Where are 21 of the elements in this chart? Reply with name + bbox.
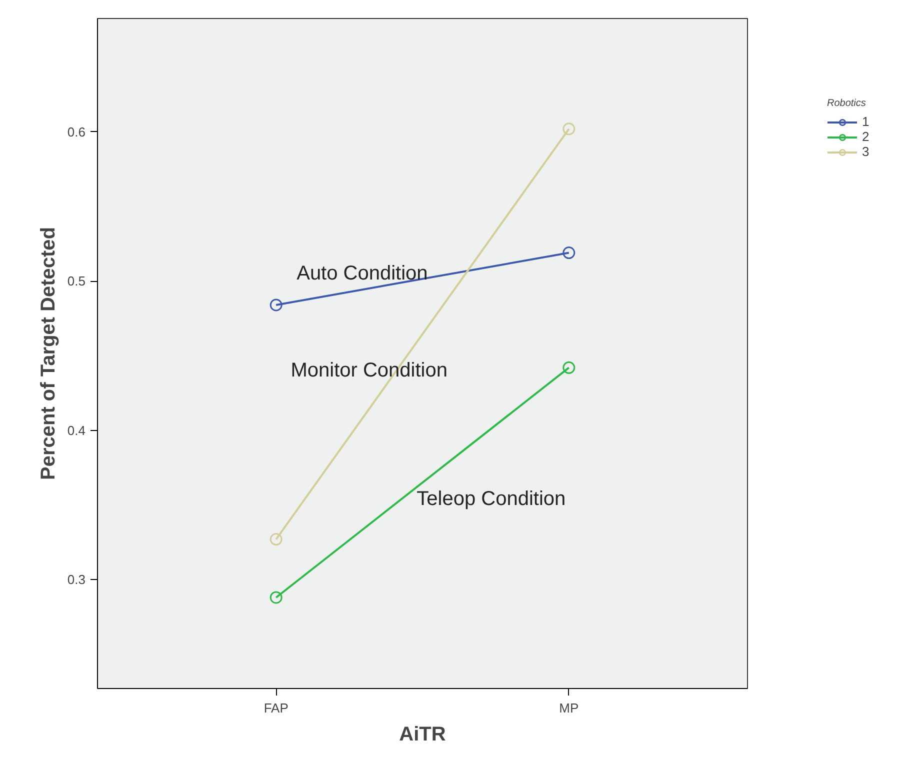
point <box>562 246 576 260</box>
legend-title: Robotics <box>827 98 867 109</box>
legend-label: 3 <box>862 144 870 159</box>
y-tick-label: 0.4 <box>67 422 86 438</box>
x-tick-label: MP <box>559 700 579 716</box>
x-tick-label: FAP <box>264 700 288 716</box>
x-axis-title: AiTR <box>399 724 446 746</box>
y-tick-label: 0.6 <box>67 124 86 140</box>
y-tick-label: 0.5 <box>67 274 86 289</box>
point <box>562 122 576 136</box>
point <box>562 361 576 374</box>
legend-label: 2 <box>862 129 870 144</box>
annotation: Monitor Condition <box>290 360 448 382</box>
annotation: Teleop Condition <box>416 488 566 510</box>
legend-label: 1 <box>862 114 870 129</box>
point <box>270 298 282 312</box>
point <box>270 591 282 604</box>
y-axis-title: Percent of Target Detected <box>37 226 60 480</box>
y-tick-label: 0.3 <box>67 572 86 588</box>
point <box>270 533 282 546</box>
annotation: Auto Condition <box>296 262 428 285</box>
